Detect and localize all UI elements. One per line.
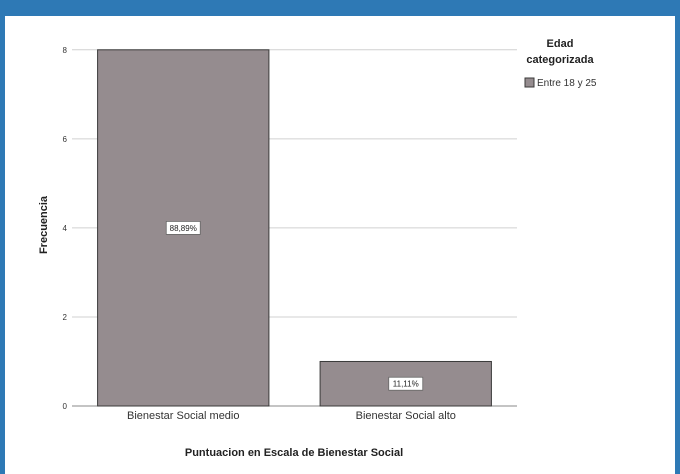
x-category-label: Bienestar Social alto xyxy=(356,410,456,422)
legend-swatch xyxy=(524,77,535,88)
y-axis-title: Frecuencia xyxy=(38,195,50,254)
x-axis-title: Puntuacion en Escala de Bienestar Social xyxy=(185,447,403,459)
y-tick-label: 2 xyxy=(63,313,68,322)
y-tick-label: 4 xyxy=(63,224,68,233)
legend-title-line-2: categorizada xyxy=(526,54,594,66)
data-label: 11,11% xyxy=(393,380,419,389)
data-label-box xyxy=(165,221,201,235)
bars: 88,89% 11,11% xyxy=(97,49,492,407)
data-label: 88,89% xyxy=(170,224,197,233)
legend: Edad categorizada Entre 18 y 25 xyxy=(524,38,597,89)
y-tick-label: 6 xyxy=(63,135,68,144)
y-tick-labels: 0 2 4 6 8 xyxy=(63,46,68,411)
x-category-labels: Bienestar Social medio Bienestar Social a… xyxy=(127,410,456,422)
x-category-label: Bienestar Social medio xyxy=(127,410,240,422)
legend-entry: Entre 18 y 25 xyxy=(537,78,597,89)
legend-title-line-1: Edad xyxy=(547,38,574,50)
data-label-box xyxy=(388,376,424,391)
y-tick-label: 8 xyxy=(63,46,68,55)
y-tick-label: 0 xyxy=(63,402,68,411)
